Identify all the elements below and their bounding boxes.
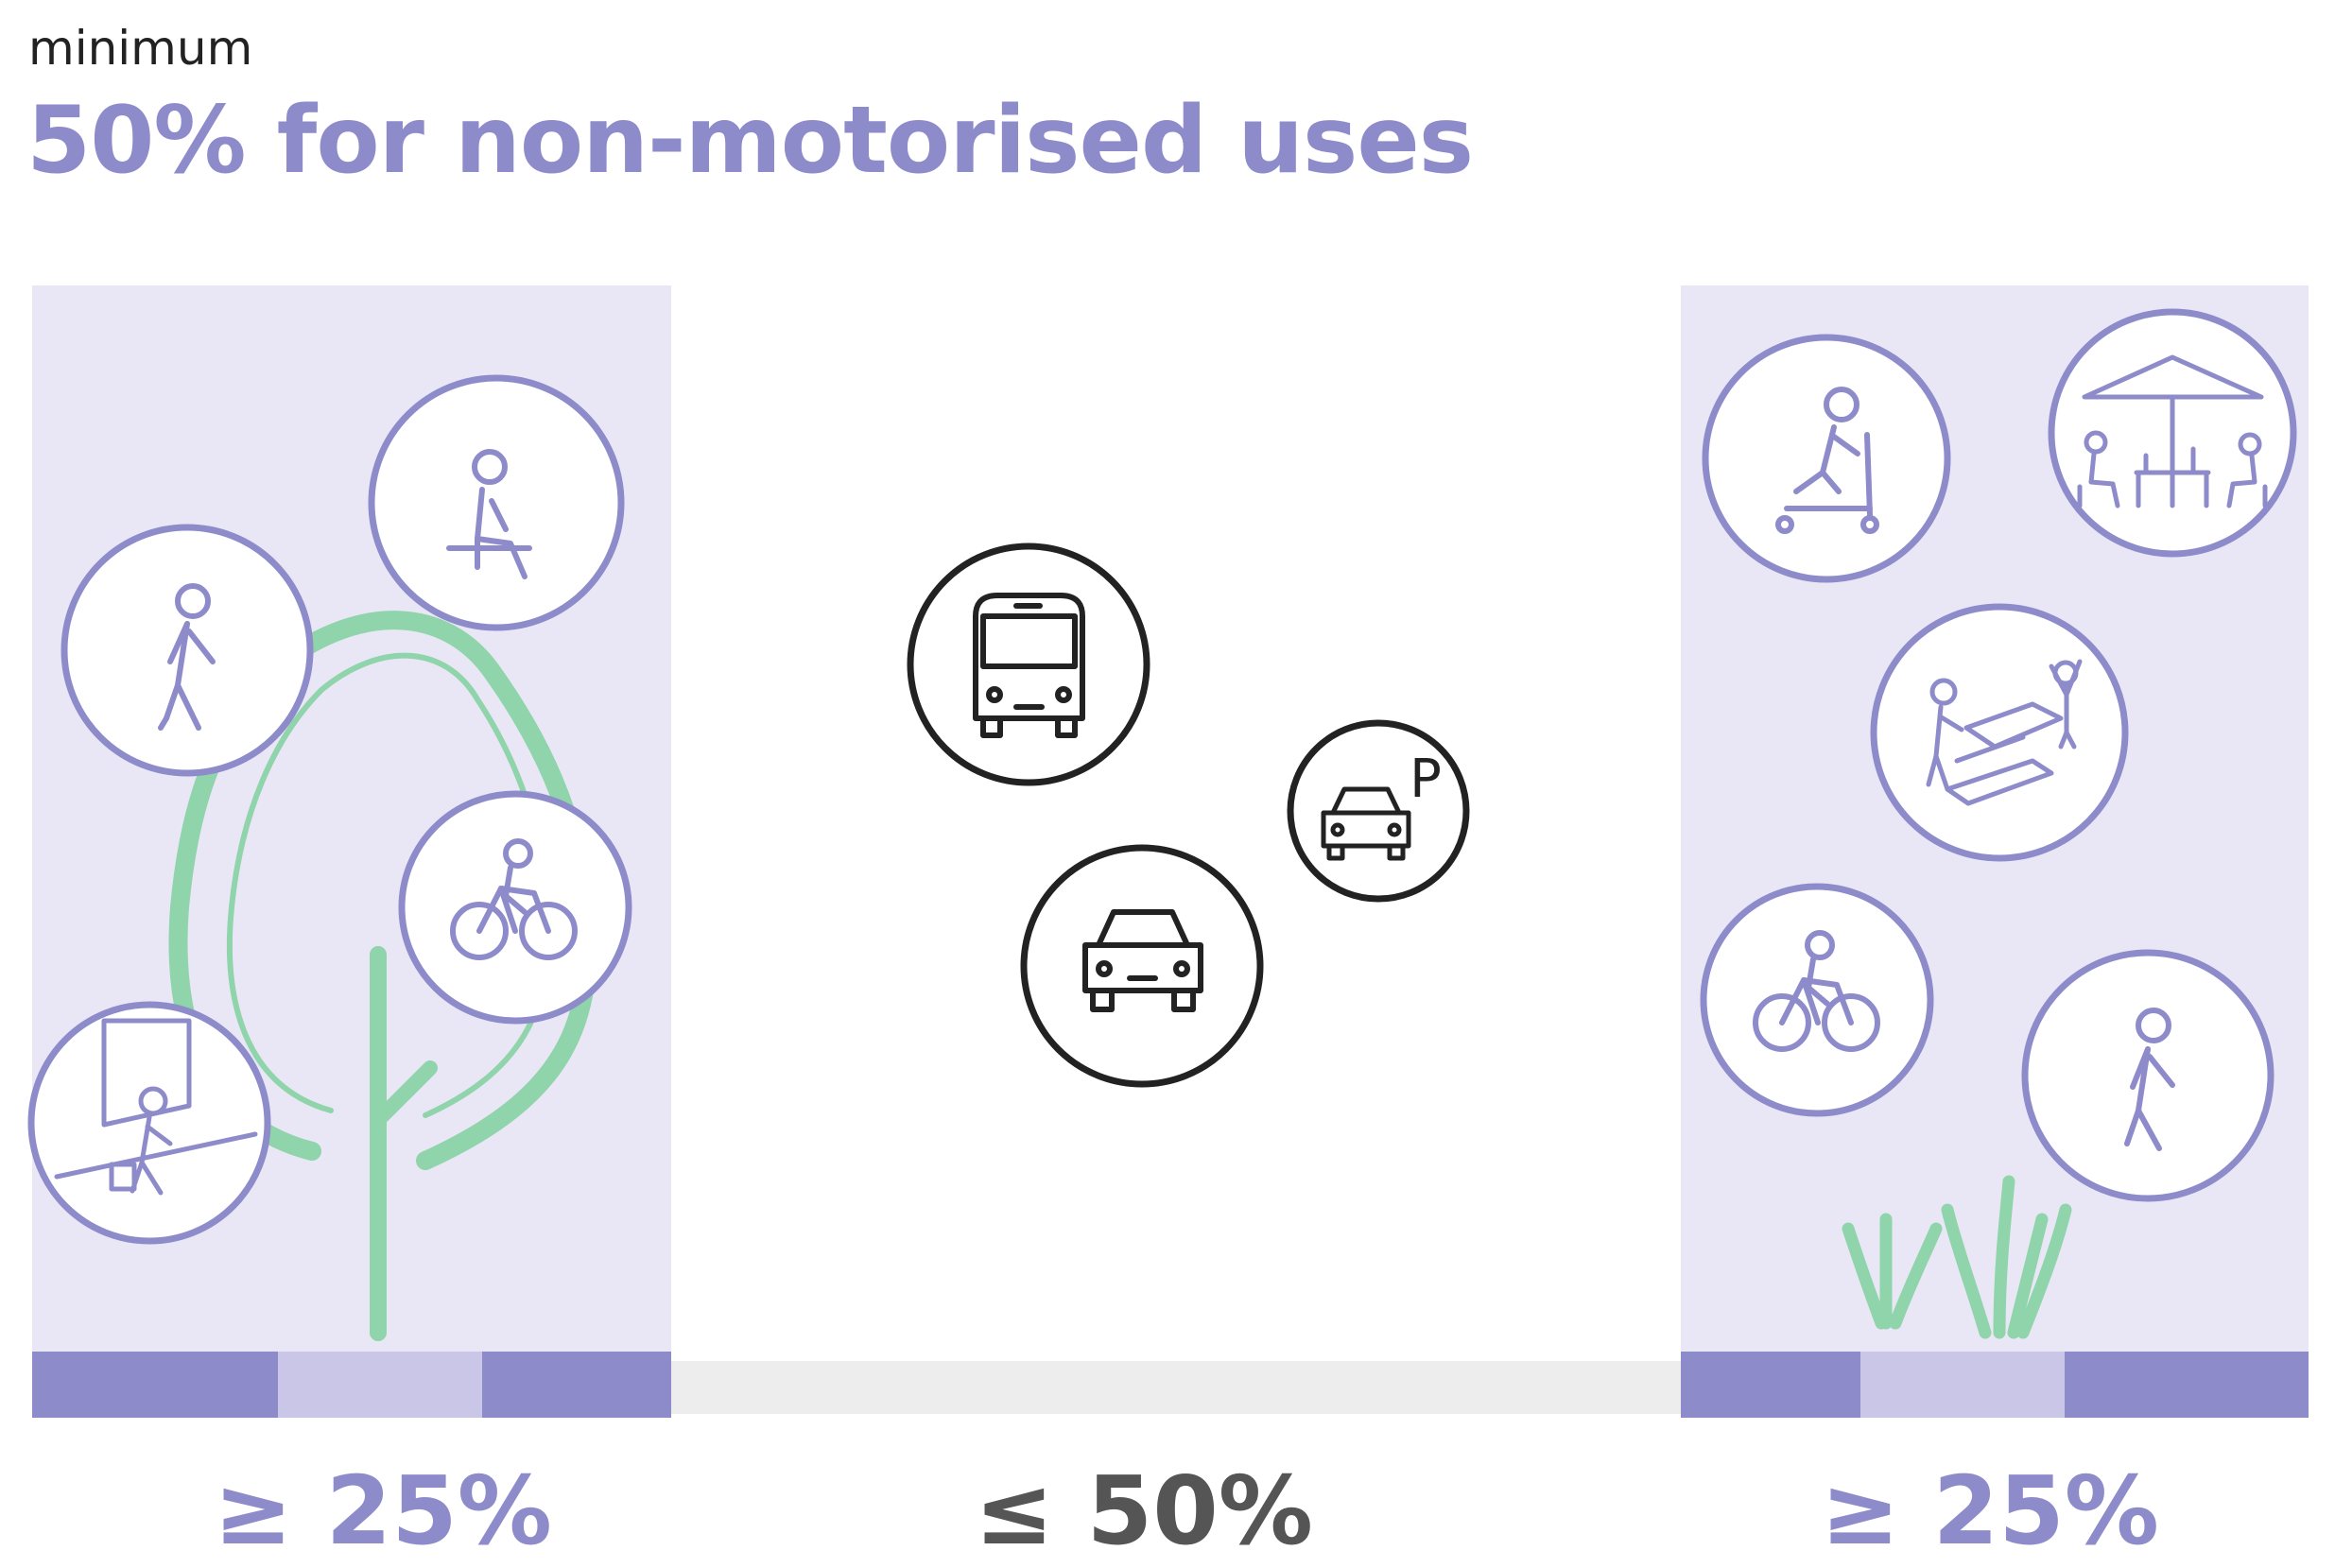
cafe-umbrella-icon [2048, 308, 2297, 558]
hopscotch-play-icon [1870, 603, 2129, 862]
car-icon [1020, 844, 1264, 1088]
bicycle-icon [398, 790, 632, 1025]
right-share-label: ≥ 25% [1821, 1456, 2159, 1566]
carriageway-share-label: ≤ 50% [975, 1456, 1313, 1566]
bus-icon [907, 543, 1150, 786]
bicycle-icon [1700, 883, 1934, 1117]
shopper-entering-shop-icon [27, 1001, 271, 1245]
parking-label: P [1410, 749, 1442, 810]
parked-car-icon: P [1287, 719, 1470, 903]
left-share-label: ≥ 25% [214, 1456, 552, 1566]
walking-person-icon [61, 524, 314, 777]
walking-person-icon [2021, 949, 2274, 1202]
page-title: 50% for non-motorised uses [26, 87, 1474, 195]
usage-strip [32, 1352, 2309, 1418]
sitting-person-icon [368, 374, 625, 631]
subtitle: minimum [28, 21, 253, 76]
grass-icon [1842, 1175, 2072, 1339]
scooter-icon [1702, 334, 1951, 583]
